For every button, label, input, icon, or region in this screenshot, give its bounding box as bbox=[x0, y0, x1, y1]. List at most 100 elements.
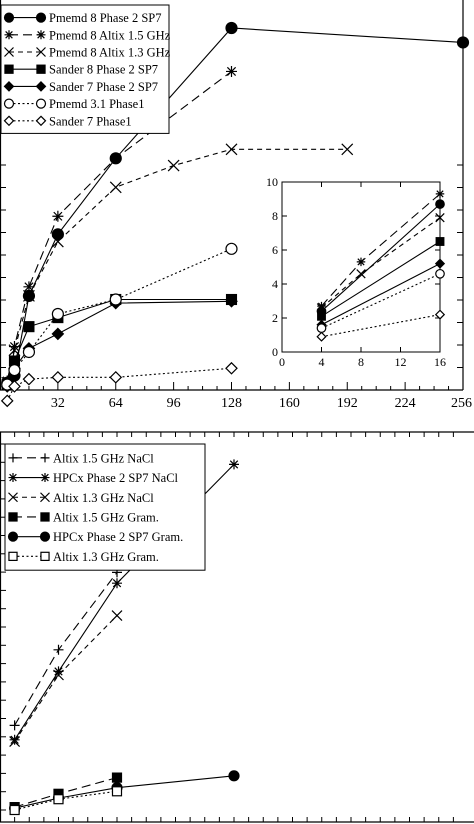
top-series-5-point-2 bbox=[22, 345, 36, 359]
top-legend-label-2: Pmemd 8 Altix 1.3 GHz bbox=[49, 46, 171, 60]
bottom-legend-marker-b-1 bbox=[40, 473, 50, 483]
inset-series-6-point-1 bbox=[434, 309, 446, 320]
bottom-series-2-point-2 bbox=[111, 610, 123, 622]
inset-series-2-point-1 bbox=[356, 269, 366, 279]
inset-y-tick-label: 4 bbox=[272, 277, 278, 291]
inset-series-line-5 bbox=[321, 273, 441, 329]
bottom-legend-label-1: HPCx Phase 2 SP7 NaCl bbox=[53, 471, 179, 485]
bottom-legend-item-5: Altix 1.3 GHz Gram. bbox=[8, 550, 159, 564]
top-x-tick-label: 128 bbox=[221, 396, 242, 411]
bottom-series-0-point-0 bbox=[9, 720, 20, 731]
inset-series-1-point-2 bbox=[435, 189, 445, 199]
inset-series-line-6 bbox=[321, 314, 441, 338]
inset-series-line-4 bbox=[321, 263, 441, 326]
inset-series-line-3 bbox=[321, 241, 441, 317]
inset-series-line-0 bbox=[321, 203, 441, 312]
top-legend-item-3: Sander 8 Phase 2 SP7 bbox=[4, 63, 158, 77]
bottom-series-line-3 bbox=[14, 777, 118, 808]
inset-y-tick-label: 8 bbox=[272, 209, 278, 223]
bottom-series-line-2 bbox=[14, 615, 118, 742]
bottom-legend-item-1: HPCx Phase 2 SP7 NaCl bbox=[8, 471, 179, 485]
bottom-legend-label-5: Altix 1.3 GHz Gram. bbox=[53, 550, 159, 564]
top-series-2-point-6 bbox=[225, 143, 238, 156]
bottom-legend-marker-a-4 bbox=[7, 531, 19, 542]
top-legend-marker-b-3 bbox=[36, 64, 46, 74]
top-series-line-4 bbox=[6, 300, 232, 387]
top-series-2-point-5 bbox=[167, 159, 180, 172]
top-series-6-point-0 bbox=[0, 394, 14, 408]
inset-series-0-point-1 bbox=[435, 199, 445, 209]
top-legend-marker-b-2 bbox=[36, 47, 46, 57]
inset-x-tick-label: 0 bbox=[279, 355, 285, 369]
bottom-series-1-point-2 bbox=[112, 578, 122, 589]
top-series-0-point-6 bbox=[456, 36, 470, 49]
top-series-0-point-3 bbox=[51, 228, 64, 241]
top-series-6-point-5 bbox=[225, 361, 238, 375]
bottom-series-5-point-1 bbox=[53, 794, 64, 805]
bottom-series-0-point-1 bbox=[53, 644, 64, 655]
inset-y-tick-label: 2 bbox=[272, 311, 278, 325]
top-legend-label-1: Pmemd 8 Altix 1.5 GHz bbox=[49, 28, 171, 42]
top-series-5-point-5 bbox=[225, 242, 238, 255]
bottom-series-line-5 bbox=[14, 790, 118, 811]
bottom-series-1-point-1 bbox=[53, 666, 64, 677]
top-x-tick-label: 224 bbox=[395, 396, 416, 411]
inset-y-tick-label: 6 bbox=[272, 243, 278, 257]
inset-series-1-point-1 bbox=[356, 257, 366, 267]
top-series-2-point-3 bbox=[51, 235, 64, 248]
top-series-line-5 bbox=[6, 248, 232, 385]
top-legend-marker-b-6 bbox=[35, 115, 47, 127]
bottom-series-2-point-0 bbox=[9, 736, 21, 748]
top-series-2-point-2 bbox=[23, 289, 35, 302]
inset-series-6-point-0 bbox=[316, 331, 327, 342]
top-series-1-point-4 bbox=[110, 152, 122, 164]
top-series-6-point-4 bbox=[109, 370, 123, 384]
top-series-1-point-5 bbox=[226, 65, 237, 77]
bottom-series-5-point-2 bbox=[111, 786, 123, 797]
bottom-legend-marker-a-3 bbox=[8, 512, 18, 522]
bottom-series-2-point-1 bbox=[53, 669, 64, 681]
inset-frame bbox=[281, 181, 441, 353]
inset-series-1-point-0 bbox=[317, 301, 326, 311]
inset-series-2-point-2 bbox=[435, 213, 445, 223]
top-x-tick-label: 32 bbox=[51, 396, 65, 411]
top-series-6-point-3 bbox=[51, 370, 65, 384]
top-legend-label-4: Sander 7 Phase 2 SP7 bbox=[49, 80, 158, 94]
top-legend-item-0: Pmemd 8 Phase 2 SP7 bbox=[3, 11, 162, 25]
top-legend-marker-b-5 bbox=[35, 98, 47, 109]
bottom-legend-marker-b-0 bbox=[40, 453, 50, 463]
bottom-series-1-point-3 bbox=[229, 459, 239, 470]
bottom-series-4-point-3 bbox=[228, 770, 240, 782]
top-legend-marker-a-4 bbox=[3, 81, 15, 92]
inset-series-5-point-1 bbox=[435, 268, 445, 279]
inset-series-4-point-1 bbox=[434, 258, 446, 269]
inset-x-tick-label: 12 bbox=[395, 355, 407, 369]
bottom-series-1-point-0 bbox=[9, 734, 20, 745]
inset-y-tick-label: 0 bbox=[272, 345, 278, 359]
inset-chart: 0 4 8 12 16 0 2 4 6 8 10 bbox=[266, 175, 446, 369]
top-legend-item-6: Sander 7 Phase1 bbox=[3, 114, 132, 128]
top-legend-marker-a-1 bbox=[4, 30, 14, 40]
top-series-0-point-5 bbox=[225, 21, 238, 35]
bottom-legend-label-2: Altix 1.3 GHz NaCl bbox=[53, 491, 154, 505]
bottom-legend-marker-a-2 bbox=[8, 492, 18, 503]
top-x-tick-label: 96 bbox=[167, 396, 181, 411]
bottom-legend-marker-b-4 bbox=[39, 531, 51, 542]
top-legend-marker-a-3 bbox=[4, 64, 14, 74]
bottom-legend-item-4: HPCx Phase 2 SP7 Gram. bbox=[7, 530, 183, 544]
top-series-line-1 bbox=[6, 71, 232, 382]
top-legend-label-3: Sander 8 Phase 2 SP7 bbox=[49, 63, 158, 77]
top-legend-marker-b-0 bbox=[35, 12, 47, 23]
inset-series-3-point-0 bbox=[317, 311, 326, 321]
top-legend-label-0: Pmemd 8 Phase 2 SP7 bbox=[49, 11, 162, 25]
top-series-5-point-3 bbox=[51, 307, 64, 321]
bottom-legend-marker-b-3 bbox=[40, 512, 50, 522]
top-series-3-point-2 bbox=[23, 321, 35, 333]
bottom-legend-marker-b-5 bbox=[40, 551, 50, 561]
bottom-legend-marker-a-5 bbox=[8, 551, 18, 561]
top-legend-item-1: Pmemd 8 Altix 1.5 GHz bbox=[4, 28, 171, 42]
top-series-4-point-3 bbox=[51, 327, 65, 341]
inset-x-tick-label: 16 bbox=[434, 355, 446, 369]
inset-series-2-point-0 bbox=[316, 303, 327, 313]
